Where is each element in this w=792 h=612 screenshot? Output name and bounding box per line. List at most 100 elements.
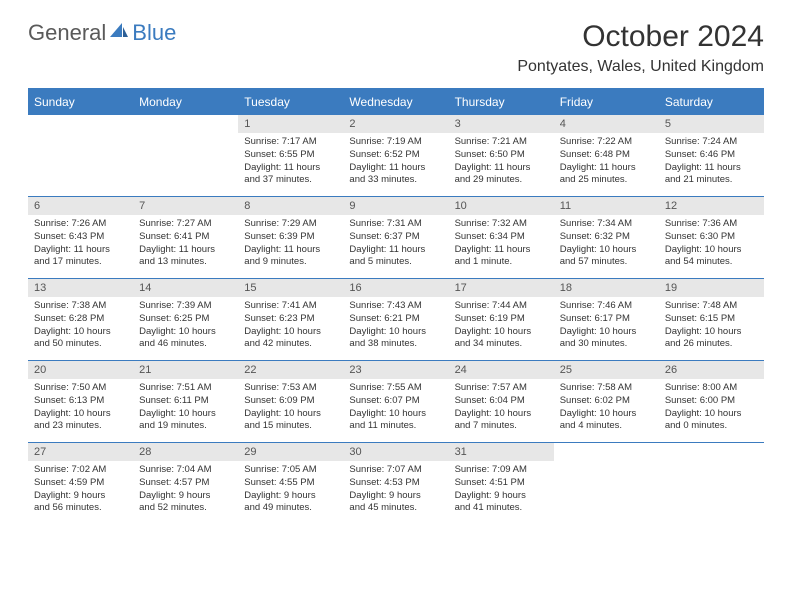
calendar-week-row: 20Sunrise: 7:50 AMSunset: 6:13 PMDayligh… bbox=[28, 361, 764, 443]
day-number: 13 bbox=[28, 279, 133, 297]
sunrise-text: Sunrise: 7:46 AM bbox=[560, 300, 653, 313]
day-details: Sunrise: 7:34 AMSunset: 6:32 PMDaylight:… bbox=[554, 215, 659, 273]
daylight-line1: Daylight: 11 hours bbox=[349, 244, 442, 257]
daylight-line1: Daylight: 11 hours bbox=[455, 244, 548, 257]
calendar-week-row: 6Sunrise: 7:26 AMSunset: 6:43 PMDaylight… bbox=[28, 197, 764, 279]
sunrise-text: Sunrise: 7:34 AM bbox=[560, 218, 653, 231]
sunrise-text: Sunrise: 7:09 AM bbox=[455, 464, 548, 477]
day-number: 19 bbox=[659, 279, 764, 297]
weekday-header: Friday bbox=[554, 89, 659, 115]
day-number: 22 bbox=[238, 361, 343, 379]
sunset-text: Sunset: 6:30 PM bbox=[665, 231, 758, 244]
weekday-header: Saturday bbox=[659, 89, 764, 115]
daylight-line2: and 29 minutes. bbox=[455, 174, 548, 187]
sunrise-text: Sunrise: 7:51 AM bbox=[139, 382, 232, 395]
sunrise-text: Sunrise: 7:38 AM bbox=[34, 300, 127, 313]
day-details: Sunrise: 8:00 AMSunset: 6:00 PMDaylight:… bbox=[659, 379, 764, 437]
day-number: 4 bbox=[554, 115, 659, 133]
sunset-text: Sunset: 6:07 PM bbox=[349, 395, 442, 408]
daylight-line1: Daylight: 11 hours bbox=[455, 162, 548, 175]
daylight-line1: Daylight: 10 hours bbox=[349, 326, 442, 339]
daylight-line1: Daylight: 10 hours bbox=[665, 408, 758, 421]
daylight-line1: Daylight: 11 hours bbox=[560, 162, 653, 175]
daylight-line2: and 57 minutes. bbox=[560, 256, 653, 269]
day-number: 20 bbox=[28, 361, 133, 379]
sunset-text: Sunset: 6:55 PM bbox=[244, 149, 337, 162]
sunset-text: Sunset: 6:00 PM bbox=[665, 395, 758, 408]
sunset-text: Sunset: 6:43 PM bbox=[34, 231, 127, 244]
daylight-line2: and 1 minute. bbox=[455, 256, 548, 269]
day-details: Sunrise: 7:09 AMSunset: 4:51 PMDaylight:… bbox=[449, 461, 554, 519]
day-number: 15 bbox=[238, 279, 343, 297]
day-details: Sunrise: 7:24 AMSunset: 6:46 PMDaylight:… bbox=[659, 133, 764, 191]
daylight-line1: Daylight: 10 hours bbox=[455, 326, 548, 339]
daylight-line2: and 50 minutes. bbox=[34, 338, 127, 351]
day-details: Sunrise: 7:51 AMSunset: 6:11 PMDaylight:… bbox=[133, 379, 238, 437]
daylight-line1: Daylight: 9 hours bbox=[244, 490, 337, 503]
sunrise-text: Sunrise: 7:27 AM bbox=[139, 218, 232, 231]
sunrise-text: Sunrise: 7:53 AM bbox=[244, 382, 337, 395]
day-number: 17 bbox=[449, 279, 554, 297]
sunset-text: Sunset: 6:46 PM bbox=[665, 149, 758, 162]
daylight-line1: Daylight: 11 hours bbox=[349, 162, 442, 175]
day-number: 29 bbox=[238, 443, 343, 461]
calendar-cell: 16Sunrise: 7:43 AMSunset: 6:21 PMDayligh… bbox=[343, 279, 448, 361]
day-number: 6 bbox=[28, 197, 133, 215]
sunrise-text: Sunrise: 7:22 AM bbox=[560, 136, 653, 149]
day-number: 28 bbox=[133, 443, 238, 461]
location: Pontyates, Wales, United Kingdom bbox=[517, 58, 764, 76]
calendar-cell: 29Sunrise: 7:05 AMSunset: 4:55 PMDayligh… bbox=[238, 443, 343, 525]
day-number: 31 bbox=[449, 443, 554, 461]
daylight-line1: Daylight: 11 hours bbox=[34, 244, 127, 257]
daylight-line1: Daylight: 10 hours bbox=[560, 408, 653, 421]
day-number: 12 bbox=[659, 197, 764, 215]
daylight-line2: and 17 minutes. bbox=[34, 256, 127, 269]
calendar-week-row: 27Sunrise: 7:02 AMSunset: 4:59 PMDayligh… bbox=[28, 443, 764, 525]
daylight-line2: and 34 minutes. bbox=[455, 338, 548, 351]
calendar-cell: 8Sunrise: 7:29 AMSunset: 6:39 PMDaylight… bbox=[238, 197, 343, 279]
sunset-text: Sunset: 6:21 PM bbox=[349, 313, 442, 326]
calendar-cell: 7Sunrise: 7:27 AMSunset: 6:41 PMDaylight… bbox=[133, 197, 238, 279]
day-details: Sunrise: 7:21 AMSunset: 6:50 PMDaylight:… bbox=[449, 133, 554, 191]
sunrise-text: Sunrise: 7:29 AM bbox=[244, 218, 337, 231]
daylight-line1: Daylight: 11 hours bbox=[665, 162, 758, 175]
sunrise-text: Sunrise: 7:26 AM bbox=[34, 218, 127, 231]
sunrise-text: Sunrise: 7:41 AM bbox=[244, 300, 337, 313]
calendar-table: Sunday Monday Tuesday Wednesday Thursday… bbox=[28, 88, 764, 525]
sunset-text: Sunset: 6:37 PM bbox=[349, 231, 442, 244]
day-number: 8 bbox=[238, 197, 343, 215]
calendar-cell: 5Sunrise: 7:24 AMSunset: 6:46 PMDaylight… bbox=[659, 115, 764, 197]
sunrise-text: Sunrise: 7:05 AM bbox=[244, 464, 337, 477]
calendar-cell: 25Sunrise: 7:58 AMSunset: 6:02 PMDayligh… bbox=[554, 361, 659, 443]
sunset-text: Sunset: 6:39 PM bbox=[244, 231, 337, 244]
sunset-text: Sunset: 4:59 PM bbox=[34, 477, 127, 490]
sunrise-text: Sunrise: 7:32 AM bbox=[455, 218, 548, 231]
calendar-cell: 12Sunrise: 7:36 AMSunset: 6:30 PMDayligh… bbox=[659, 197, 764, 279]
day-number: 2 bbox=[343, 115, 448, 133]
calendar-cell: 3Sunrise: 7:21 AMSunset: 6:50 PMDaylight… bbox=[449, 115, 554, 197]
sunrise-text: Sunrise: 7:31 AM bbox=[349, 218, 442, 231]
sunset-text: Sunset: 6:17 PM bbox=[560, 313, 653, 326]
daylight-line1: Daylight: 10 hours bbox=[665, 326, 758, 339]
calendar-cell: 24Sunrise: 7:57 AMSunset: 6:04 PMDayligh… bbox=[449, 361, 554, 443]
day-details: Sunrise: 7:50 AMSunset: 6:13 PMDaylight:… bbox=[28, 379, 133, 437]
sunset-text: Sunset: 4:51 PM bbox=[455, 477, 548, 490]
calendar-cell: 27Sunrise: 7:02 AMSunset: 4:59 PMDayligh… bbox=[28, 443, 133, 525]
day-details: Sunrise: 7:32 AMSunset: 6:34 PMDaylight:… bbox=[449, 215, 554, 273]
day-details: Sunrise: 7:17 AMSunset: 6:55 PMDaylight:… bbox=[238, 133, 343, 191]
day-number: 18 bbox=[554, 279, 659, 297]
daylight-line1: Daylight: 10 hours bbox=[34, 326, 127, 339]
calendar-cell: 10Sunrise: 7:32 AMSunset: 6:34 PMDayligh… bbox=[449, 197, 554, 279]
sunrise-text: Sunrise: 7:44 AM bbox=[455, 300, 548, 313]
sunset-text: Sunset: 6:11 PM bbox=[139, 395, 232, 408]
day-number: 26 bbox=[659, 361, 764, 379]
day-details: Sunrise: 7:43 AMSunset: 6:21 PMDaylight:… bbox=[343, 297, 448, 355]
logo-text-general: General bbox=[28, 20, 106, 46]
daylight-line2: and 52 minutes. bbox=[139, 502, 232, 515]
day-details: Sunrise: 7:44 AMSunset: 6:19 PMDaylight:… bbox=[449, 297, 554, 355]
daylight-line2: and 38 minutes. bbox=[349, 338, 442, 351]
daylight-line2: and 30 minutes. bbox=[560, 338, 653, 351]
daylight-line2: and 13 minutes. bbox=[139, 256, 232, 269]
day-details: Sunrise: 7:04 AMSunset: 4:57 PMDaylight:… bbox=[133, 461, 238, 519]
daylight-line1: Daylight: 9 hours bbox=[349, 490, 442, 503]
